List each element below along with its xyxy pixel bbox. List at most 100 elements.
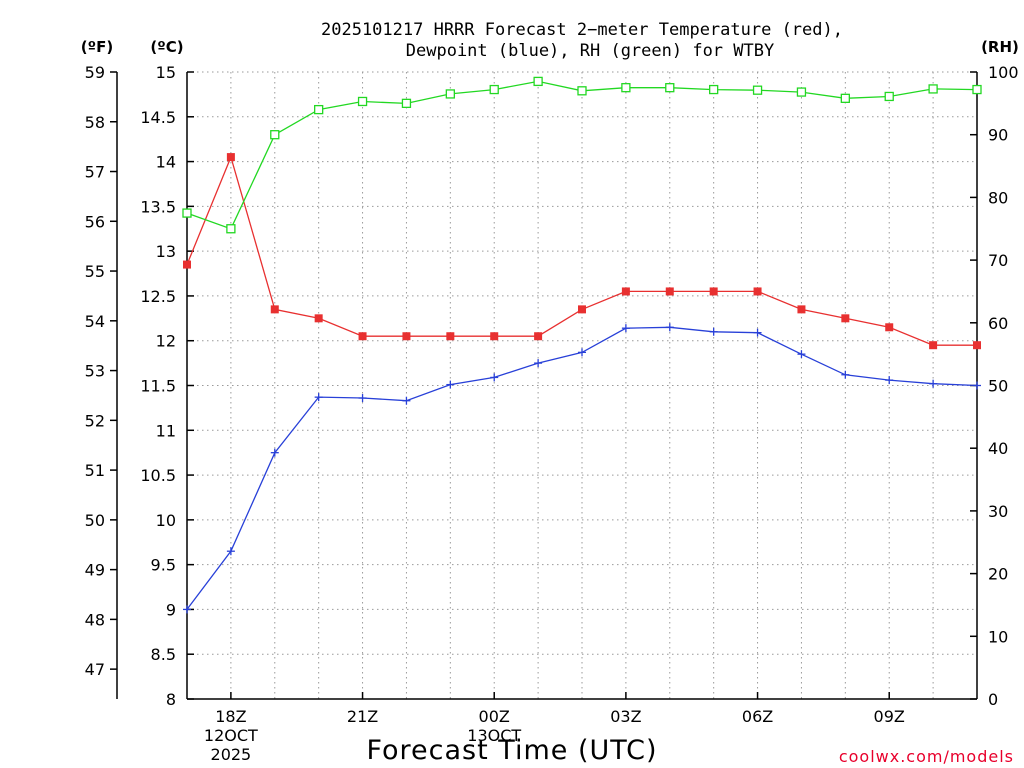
rh-point [314, 104, 324, 115]
rh-tick-label: 70 [988, 251, 1008, 270]
dewpoint-point [929, 379, 938, 388]
dewpoint-point [270, 448, 279, 457]
celsius-tick-label: 8.5 [151, 645, 176, 664]
rh-point [401, 98, 412, 108]
temperature-point [402, 332, 411, 341]
temperature-point [885, 323, 894, 332]
temperature-point [446, 332, 455, 341]
temperature-point [226, 153, 235, 162]
dewpoint-point [314, 393, 323, 402]
rh-unit-label: (RH) [981, 38, 1019, 56]
celsius-tick-label: 9.5 [151, 556, 176, 575]
fahrenheit-tick-label: 51 [85, 461, 105, 480]
celsius-tick-label: 8 [166, 690, 176, 709]
celsius-tick-label: 10.5 [140, 466, 176, 485]
celsius-tick-label: 14.5 [140, 108, 176, 127]
temperature-point [534, 332, 543, 341]
rh-point [489, 84, 499, 95]
dewpoint-point [709, 327, 718, 336]
rh-point [533, 76, 543, 87]
celsius-tick-label: 13.5 [140, 197, 176, 216]
rh-point [357, 96, 368, 107]
x-tick-label: 03Z [610, 707, 641, 726]
rh-point [796, 87, 807, 97]
temperature-point [753, 287, 762, 296]
rh-point [972, 84, 982, 95]
rh-point [182, 208, 192, 218]
rh-tick-label: 20 [988, 565, 1008, 584]
dewpoint-point [446, 380, 455, 389]
x-tick-date: 13OCT [467, 726, 521, 745]
temperature-point [490, 332, 499, 341]
temperature-point [797, 305, 806, 314]
rh-point [884, 91, 894, 102]
dewpoint-point [885, 376, 894, 385]
rh-tick-label: 80 [988, 188, 1008, 207]
chart-title-line-1: 2025101217 HRRR Forecast 2−meter Tempera… [321, 20, 843, 40]
celsius-tick-label: 15 [156, 63, 176, 82]
fahrenheit-tick-label: 49 [85, 561, 105, 580]
axes-layer: 8 8.5 9 9.5 10 10.5 11 11.5 12 12.5 13 13.5 14 14.5 15… [85, 63, 1019, 764]
x-tick-year: 2025 [211, 745, 252, 764]
dewpoint-point [183, 605, 191, 614]
dewpoint-point [226, 547, 235, 556]
fahrenheit-tick-label: 56 [85, 212, 105, 231]
rh-point [270, 130, 280, 140]
temperature-point [270, 305, 279, 314]
fahrenheit-tick-label: 57 [85, 163, 105, 182]
fahrenheit-tick-label: 58 [85, 113, 105, 132]
grid-layer [187, 71, 977, 700]
rh-point [621, 83, 631, 93]
dewpoint-point [358, 394, 367, 403]
dewpoint-point [578, 348, 586, 357]
celsius-tick-label: 10 [156, 511, 176, 530]
celsius-tick-label: 14 [156, 153, 176, 172]
x-tick-label: 09Z [874, 707, 905, 726]
rh-point [752, 85, 763, 95]
chart-title-line-2: Dewpoint (blue), RH (green) for WTBY [406, 41, 774, 61]
x-axis-label: Forecast Time (UTC) [366, 735, 657, 766]
dewpoint-point [973, 381, 981, 390]
celsius-tick-label: 13 [156, 242, 176, 261]
temperature-point [973, 341, 981, 350]
dewpoint-point [534, 359, 543, 368]
rh-tick-label: 30 [988, 502, 1008, 521]
temperature-point [841, 314, 850, 323]
fahrenheit-tick-label: 53 [85, 362, 105, 381]
credit-label: coolwx.com/models [839, 747, 1014, 766]
rh-tick-label: 50 [988, 377, 1008, 396]
dewpoint-point [841, 370, 850, 379]
fahrenheit-tick-label: 47 [85, 660, 105, 679]
temperature-point [314, 314, 323, 323]
fahrenheit-tick-label: 48 [85, 610, 105, 629]
series-layer [182, 76, 982, 614]
fahrenheit-tick-label: 52 [85, 411, 105, 430]
rh-point [577, 86, 587, 96]
celsius-tick-label: 11.5 [140, 377, 176, 396]
dewpoint-point [753, 328, 762, 337]
celsius-unit-label: (ºC) [150, 38, 183, 56]
temperature-point [665, 287, 674, 296]
fahrenheit-tick-label: 54 [85, 312, 105, 331]
temperature-point [578, 305, 586, 314]
rh-point [840, 93, 850, 103]
rh-point [445, 89, 455, 99]
dewpoint-point [797, 350, 806, 359]
rh-tick-label: 90 [988, 126, 1008, 145]
fahrenheit-unit-label: (ºF) [81, 38, 113, 56]
fahrenheit-tick-label: 55 [85, 262, 105, 281]
dewpoint-point [621, 324, 630, 333]
celsius-tick-label: 11 [156, 421, 176, 440]
celsius-tick-label: 12 [156, 332, 176, 351]
x-tick-label: 00Z [479, 707, 510, 726]
temperature-point [358, 332, 367, 341]
fahrenheit-tick-label: 59 [85, 63, 105, 82]
fahrenheit-tick-label: 50 [85, 511, 105, 530]
rh-tick-label: 10 [988, 627, 1008, 646]
rh-point [928, 84, 938, 94]
x-tick-label: 21Z [347, 707, 378, 726]
temperature-point [621, 287, 630, 296]
rh-tick-label: 100 [988, 63, 1019, 82]
